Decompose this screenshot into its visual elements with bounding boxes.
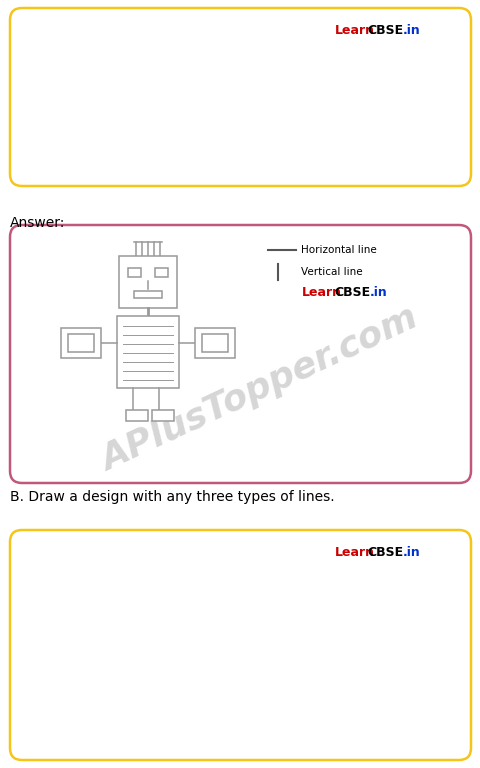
Text: Vertical line: Vertical line — [300, 267, 362, 277]
Bar — [126, 410, 148, 421]
Bar — [128, 268, 141, 277]
Bar — [202, 334, 228, 352]
Bar — [61, 328, 101, 358]
Bar — [134, 291, 162, 298]
Bar — [152, 410, 174, 421]
Text: APlusTopper.com: APlusTopper.com — [96, 302, 423, 478]
Text: CBSE: CBSE — [366, 545, 402, 558]
Bar — [194, 328, 235, 358]
Bar — [68, 334, 94, 352]
Bar — [119, 256, 177, 308]
Bar — [117, 316, 179, 388]
Text: .in: .in — [369, 286, 387, 299]
Bar — [155, 268, 168, 277]
Text: B. Draw a design with any three types of lines.: B. Draw a design with any three types of… — [10, 490, 334, 504]
Text: CBSE: CBSE — [333, 286, 369, 299]
Text: .in: .in — [402, 24, 420, 37]
FancyBboxPatch shape — [10, 225, 470, 483]
Text: Horizontal line: Horizontal line — [300, 245, 376, 255]
Text: .in: .in — [402, 545, 420, 558]
FancyBboxPatch shape — [10, 530, 470, 760]
Text: Answer:: Answer: — [10, 216, 65, 230]
FancyBboxPatch shape — [10, 8, 470, 186]
Text: Learn: Learn — [334, 545, 374, 558]
Text: CBSE: CBSE — [366, 24, 402, 37]
Text: Learn: Learn — [334, 24, 374, 37]
Text: Learn: Learn — [301, 286, 341, 299]
